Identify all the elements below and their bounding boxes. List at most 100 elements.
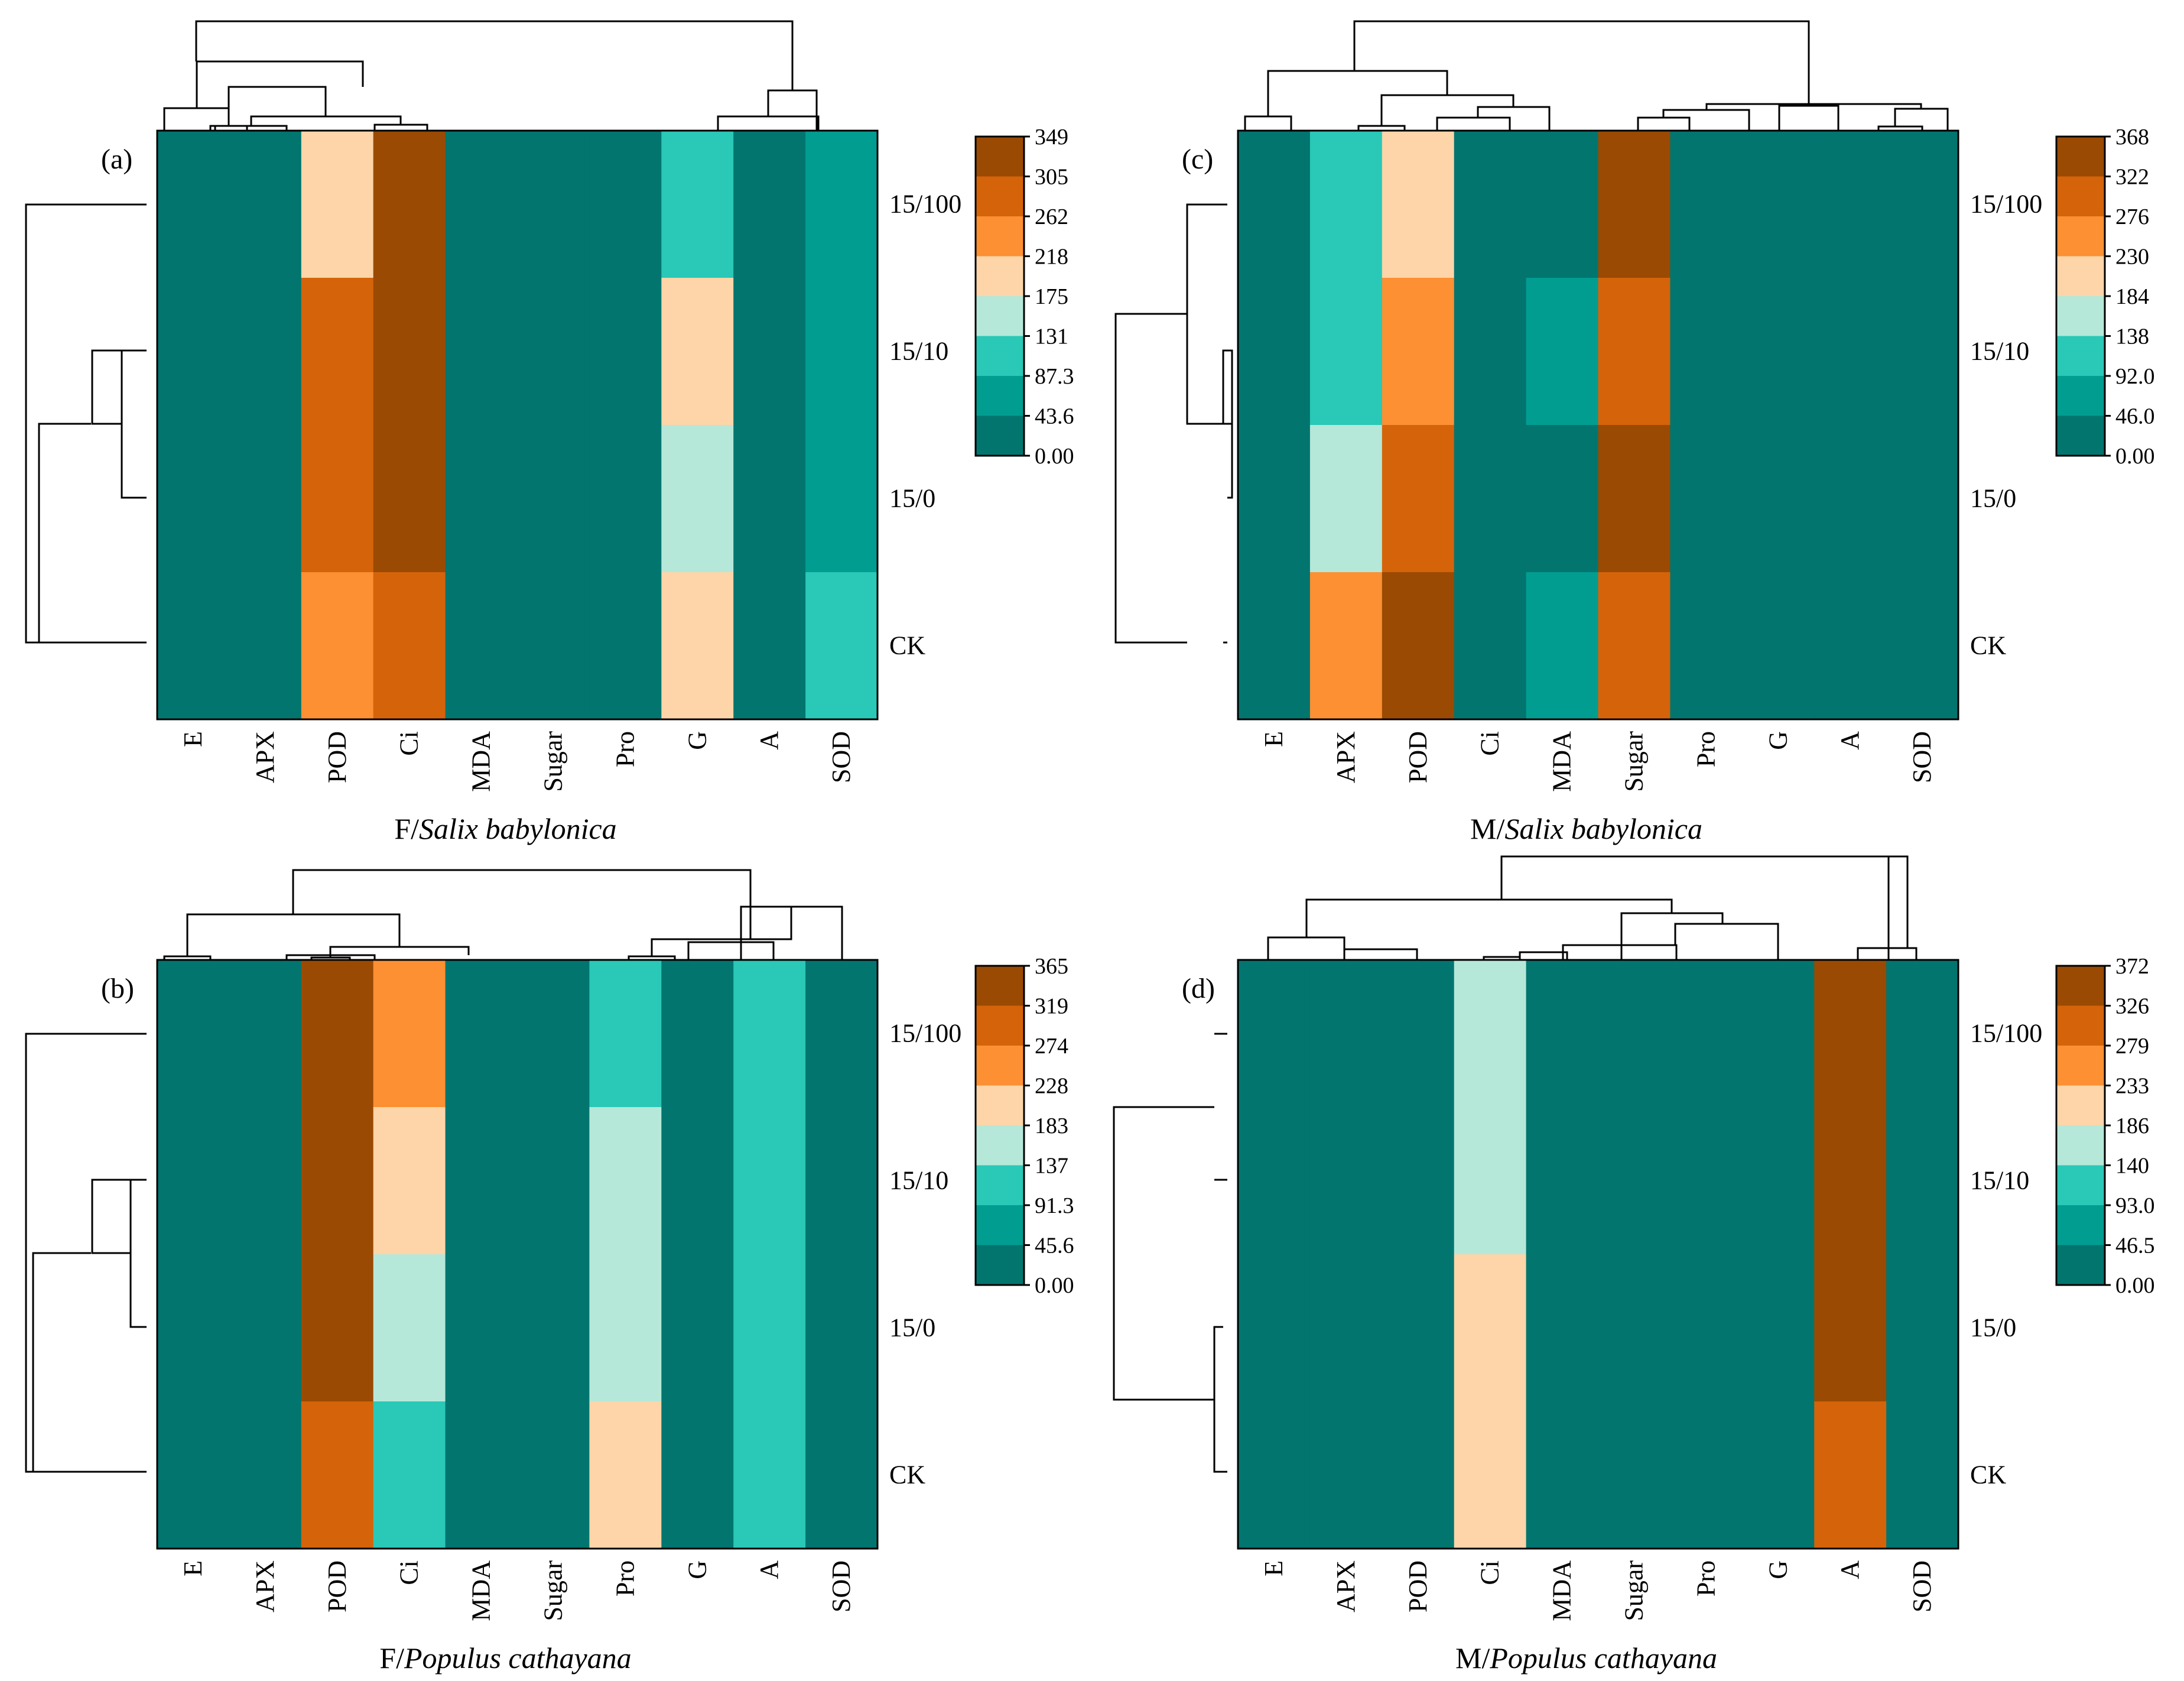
heatmap-cell: [1526, 278, 1599, 426]
color-scale-label: 218: [1035, 245, 1068, 270]
panel-caption: M/Populus cathayana: [1455, 1641, 1717, 1674]
color-scale-label: 276: [2115, 205, 2149, 229]
column-dendrogram-link: [1705, 103, 1922, 110]
heatmap-cell: [373, 1401, 446, 1549]
color-scale-label: 322: [2115, 165, 2149, 190]
column-label: E: [1259, 1560, 1288, 1576]
row-label: 15/100: [1970, 1019, 2042, 1048]
column-label: Pro: [1691, 731, 1720, 767]
column-label: MDA: [467, 731, 496, 792]
row-label: 15/100: [1970, 190, 2042, 219]
color-scale-label: 46.5: [2115, 1234, 2155, 1258]
heatmap-cell: [1886, 278, 1959, 426]
heatmap-cell: [229, 572, 302, 720]
heatmap-cell: [1598, 131, 1670, 278]
heatmap-cell: [733, 1254, 806, 1402]
heatmap-cell: [157, 1254, 230, 1402]
color-scale-label: 183: [1035, 1114, 1068, 1138]
heatmap-cell: [1886, 131, 1959, 278]
column-dendrogram-link: [292, 869, 752, 939]
heatmap-cell: [589, 1401, 662, 1549]
heatmap-cell: [733, 572, 806, 720]
heatmap-cell: [1454, 131, 1527, 278]
heatmap-cell: [445, 572, 518, 720]
heatmap-cell: [589, 1107, 662, 1255]
column-label: G: [1763, 731, 1792, 750]
heatmap-cell: [373, 131, 446, 278]
color-scale-swatch: [976, 376, 1024, 417]
column-label: SOD: [1907, 731, 1936, 783]
heatmap-cell: [1309, 425, 1383, 573]
column-dendrogram-link: [1305, 898, 1673, 937]
color-scale-label: 140: [2115, 1154, 2149, 1179]
color-scale-label: 279: [2115, 1034, 2149, 1059]
panel-label: (a): [101, 144, 132, 175]
heatmap-cell: [1886, 1254, 1959, 1402]
heatmap-cell: [1238, 425, 1311, 573]
row-label: 15/100: [889, 190, 961, 219]
row-label: 15/0: [1970, 484, 2016, 513]
column-dendrogram-link: [687, 941, 775, 960]
heatmap-panel: (a) 15/100 15/10 15/0 CK E APX POD Ci MDA Sugar Pro…: [25, 20, 1074, 845]
heatmap-cell: [1814, 278, 1887, 426]
row-label: CK: [1970, 631, 2006, 660]
row-label: 15/10: [889, 1166, 948, 1195]
heatmap-cell: [445, 1254, 518, 1402]
heatmap-cell: [1814, 960, 1887, 1108]
heatmap-cell: [805, 425, 878, 573]
color-scale-swatch: [2056, 336, 2105, 377]
heatmap-cell: [1598, 1401, 1670, 1549]
heatmap-cell: [1238, 572, 1311, 720]
color-scale-label: 372: [2115, 954, 2149, 979]
column-dendrogram-link: [651, 907, 792, 956]
heatmap-cell: [229, 960, 302, 1108]
heatmap-cell: [1742, 1401, 1815, 1549]
heatmap-panel: (b) 15/100 15/10 15/0 CK E APX POD Ci MDA Sugar Pro…: [25, 869, 1074, 1674]
color-scale-label: 87.3: [1035, 364, 1074, 389]
heatmap-cell: [1309, 572, 1383, 720]
column-label: Pro: [610, 731, 639, 767]
heatmap-cell: [1742, 1107, 1815, 1255]
color-scale-label: 365: [1035, 954, 1068, 979]
heatmap-cell: [661, 1254, 734, 1402]
row-dendrogram-link: [25, 1033, 33, 1473]
heatmap-cell: [733, 425, 806, 573]
heatmap-cell: [1238, 1107, 1311, 1255]
color-scale-swatch: [2056, 1165, 2105, 1206]
heatmap-cell: [1526, 425, 1599, 573]
heatmap-cell: [1670, 1107, 1743, 1255]
column-dendrogram-link: [1267, 70, 1448, 116]
heatmap-cell: [373, 278, 446, 426]
color-scale-label: 45.6: [1035, 1234, 1074, 1258]
color-scale-label: 368: [2115, 125, 2149, 150]
column-label: Pro: [1691, 1560, 1720, 1596]
color-scale-label: 46.0: [2115, 404, 2155, 429]
heatmap-cell: [1814, 425, 1887, 573]
heatmap-cell: [1454, 1401, 1527, 1549]
heatmap-cell: [1670, 1401, 1743, 1549]
panel-caption: M/Salix babylonica: [1470, 812, 1702, 845]
heatmap-cell: [1886, 425, 1959, 573]
panel-caption: F/Salix babylonica: [394, 812, 616, 845]
color-scale-swatch: [976, 176, 1024, 217]
heatmap-cell: [373, 960, 446, 1108]
heatmap-cell: [589, 960, 662, 1108]
heatmap-cell: [1814, 1107, 1887, 1255]
column-label: Ci: [1476, 1560, 1504, 1585]
heatmap-cell: [661, 1107, 734, 1255]
column-label: Ci: [395, 731, 424, 756]
heatmap-cell: [445, 278, 518, 426]
heatmap-cell: [1309, 131, 1383, 278]
heatmap-cell: [157, 1401, 230, 1549]
color-scale-swatch: [2056, 416, 2105, 456]
color-scale-swatch: [976, 1125, 1024, 1166]
color-scale-label: 228: [1035, 1074, 1068, 1099]
column-label: POD: [1403, 1560, 1432, 1612]
heatmap-frame: [1237, 959, 1959, 1550]
heatmap-cell: [1526, 960, 1599, 1108]
column-label: A: [1835, 1560, 1864, 1579]
color-scale-swatch: [2056, 1005, 2105, 1046]
heatmap-cell: [1526, 1401, 1599, 1549]
heatmap-cell: [1309, 278, 1383, 426]
